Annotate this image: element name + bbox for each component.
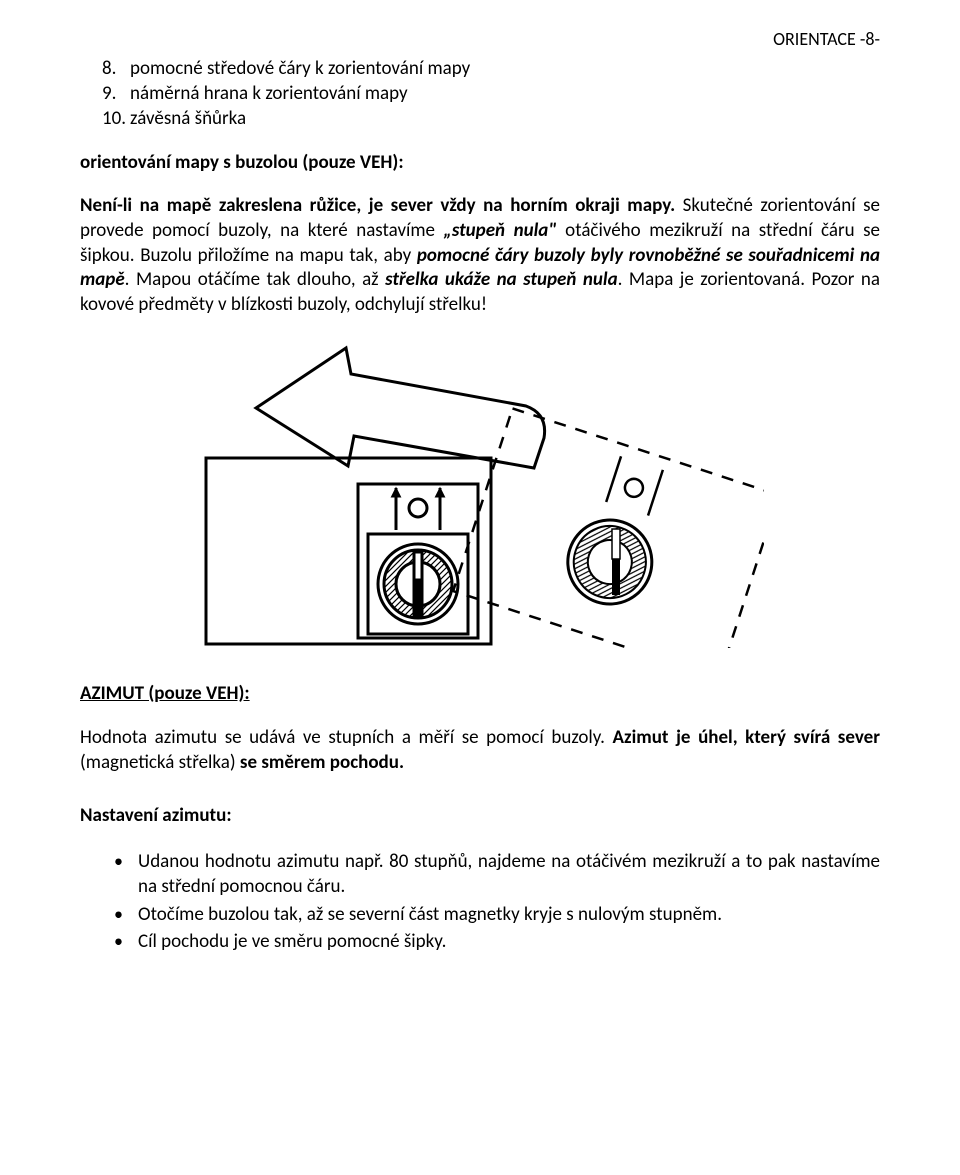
list-number: 9. [102,82,128,107]
bullet-icon: • [114,850,124,899]
text-bold-italic: střelka ukáže na stupeň nula [385,268,617,291]
text-bold-italic: „stupeň nula" [444,219,557,242]
section-title-azimut: AZIMUT (pouze VEH): [80,682,880,707]
page-header-right: ORIENTACE -8- [80,28,880,51]
paragraph: Není-li na mapě zakreslena růžice, je se… [80,194,880,317]
bullet-icon: • [114,903,124,928]
list-item: • Otočíme buzolou tak, až se severní čás… [114,903,880,928]
numbered-list: 8. pomocné středové čáry k zorientování … [102,57,880,131]
list-text: závěsná šňůrka [130,107,246,132]
paragraph: Hodnota azimutu se udává ve stupních a m… [80,726,880,775]
text-bold: Není-li na mapě zakreslena růžice, je se… [80,194,675,217]
list-item: • Udanou hodnotu azimutu např. 80 stupňů… [114,850,880,899]
list-text: Cíl pochodu je ve směru pomocné šipky. [138,930,446,955]
section-title-nastaveni: Nastavení azimutu: [80,804,880,829]
compass-map-diagram [196,338,764,648]
list-item: 8. pomocné středové čáry k zorientování … [102,57,880,82]
text-bold: Azimut je úhel, který svírá sever [613,726,880,749]
list-item: • Cíl pochodu je ve směru pomocné šipky. [114,930,880,955]
list-text: náměrná hrana k zorientování mapy [130,82,408,107]
bullet-icon: • [114,930,124,955]
section-title-orientovani: orientování mapy s buzolou (pouze VEH): [80,151,880,176]
text-bold: se směrem pochodu. [240,751,404,774]
list-number: 10. [102,107,128,132]
list-item: 9. náměrná hrana k zorientování mapy [102,82,880,107]
figure-container [80,338,880,648]
list-text: pomocné středové čáry k zorientování map… [130,57,470,82]
bulleted-list: • Udanou hodnotu azimutu např. 80 stupňů… [114,850,880,955]
text: (magnetická střelka) [80,751,240,774]
list-item: 10. závěsná šňůrka [102,107,880,132]
text: Hodnota azimutu se udává ve stupních a m… [80,726,613,749]
list-text: Udanou hodnotu azimutu např. 80 stupňů, … [138,850,880,899]
text: . Mapou otáčíme tak dlouho, až [125,268,385,291]
list-text: Otočíme buzolou tak, až se severní část … [138,903,722,928]
list-number: 8. [102,57,128,82]
